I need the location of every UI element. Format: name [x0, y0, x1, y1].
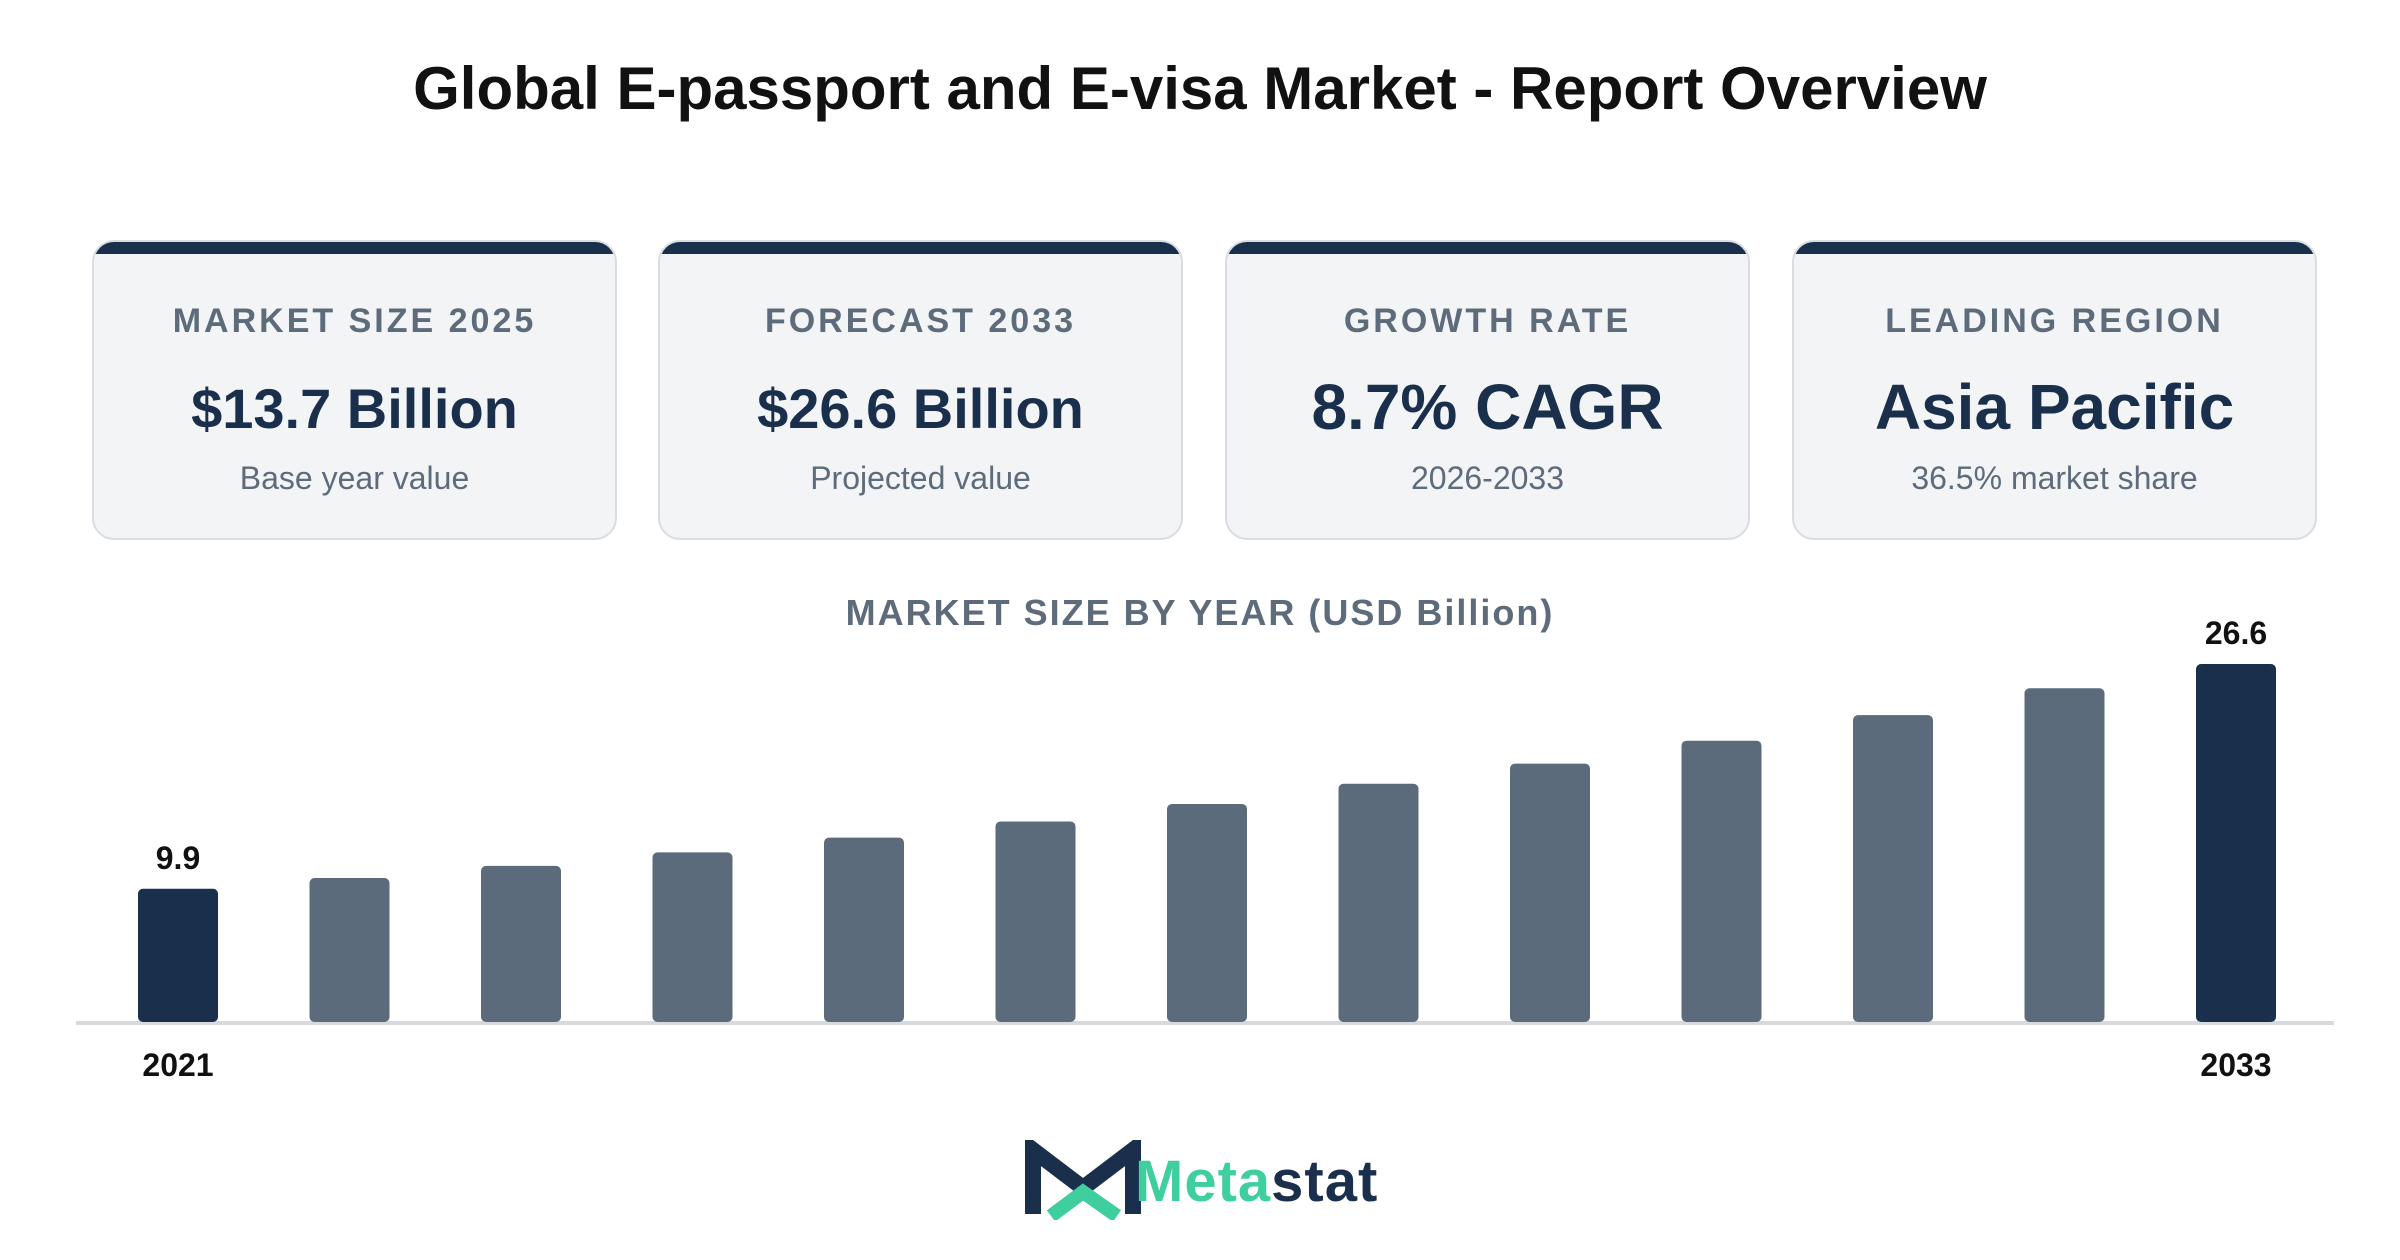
stat-card-market-size: MARKET SIZE 2025 $13.7 Billion Base year…: [92, 240, 617, 540]
card-label: MARKET SIZE 2025: [172, 302, 537, 340]
card-subtext: Base year value: [239, 460, 470, 496]
logo-text-part2: stat: [1271, 1149, 1379, 1214]
card-subtext: 36.5% market share: [1911, 460, 2198, 496]
bar-2033: [2196, 664, 2276, 1022]
card-accent-bar: [660, 242, 1181, 254]
metastat-logo-icon: [1025, 1140, 1141, 1220]
card-value: $26.6 Billion: [757, 377, 1084, 440]
stat-card-leading-region: LEADING REGION Asia Pacific 36.5% market…: [1792, 240, 2317, 540]
bar-2026: [995, 821, 1076, 1022]
bar-2022: [309, 877, 390, 1022]
data-label-2033: 26.6: [2205, 615, 2267, 651]
card-accent-bar: [1794, 242, 2315, 254]
logo-text-part1: Meta: [1135, 1149, 1272, 1214]
bar-2032: [2024, 688, 2105, 1022]
card-value: $13.7 Billion: [191, 377, 518, 440]
card-accent-bar: [1227, 242, 1748, 254]
bar-2023: [481, 865, 561, 1022]
bar-2024: [652, 852, 733, 1022]
card-label: GROWTH RATE: [1343, 302, 1632, 340]
bar-2028: [1338, 783, 1419, 1022]
bar-2021: [138, 888, 218, 1022]
card-accent-bar: [94, 242, 615, 254]
card-subtext: Projected value: [810, 460, 1031, 496]
chart-title: MARKET SIZE BY YEAR (USD Billion): [845, 592, 1555, 633]
bar-2027: [1167, 803, 1247, 1022]
x-tick-label-2021: 2021: [142, 1047, 213, 1083]
x-tick-label-2033: 2033: [2200, 1047, 2271, 1083]
stat-card-forecast: FORECAST 2033 $26.6 Billion Projected va…: [658, 240, 1183, 540]
bar-2030: [1681, 740, 1762, 1022]
bar-2025: [824, 837, 904, 1022]
card-value: 8.7% CAGR: [1311, 371, 1664, 443]
card-label: LEADING REGION: [1885, 302, 2224, 340]
card-subtext: 2026-2033: [1410, 460, 1565, 496]
card-label: FORECAST 2033: [764, 302, 1077, 340]
page-title: Global E-passport and E-visa Market - Re…: [413, 55, 1987, 122]
bar-2031: [1853, 715, 1933, 1022]
data-label-2021: 9.9: [156, 840, 200, 876]
card-value: Asia Pacific: [1874, 371, 2235, 443]
stat-card-growth-rate: GROWTH RATE 8.7% CAGR 2026-2033: [1225, 240, 1750, 540]
bar-2029: [1510, 763, 1590, 1022]
logo-wordmark: Metastat: [1135, 1148, 1378, 1215]
bar-chart: 9.9 2021 26.6 2033: [76, 615, 2334, 1083]
